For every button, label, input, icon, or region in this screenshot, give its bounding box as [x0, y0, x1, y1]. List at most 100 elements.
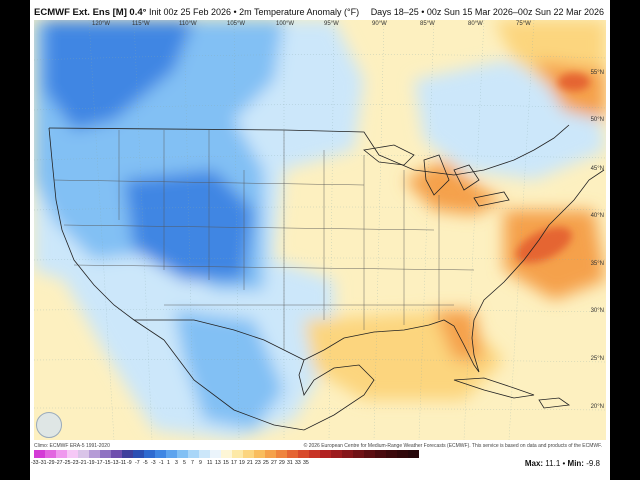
lat-label: 30°N [590, 308, 604, 314]
colorbar-tick: -33 [31, 460, 39, 466]
colorbar-tick: -25 [63, 460, 71, 466]
anomaly-map: 120°W 115°W 110°W 105°W 100°W 95°W 90°W … [34, 20, 606, 440]
colorbar-tick: -23 [71, 460, 79, 466]
lon-label: 110°W [179, 21, 197, 27]
boundaries [48, 124, 605, 431]
colorbar-swatch [188, 450, 199, 458]
colorbar-swatch [320, 450, 331, 458]
colorbar-tick: -3 [151, 460, 156, 466]
colorbar-swatch [265, 450, 276, 458]
max-label: Max: [524, 459, 544, 468]
colorbar-tick: -21 [79, 460, 87, 466]
lon-label: 95°W [324, 21, 339, 27]
min-label: Min: [567, 459, 584, 468]
lon-label: 90°W [372, 21, 387, 27]
lon-label: 105°W [227, 21, 246, 27]
colorbar-swatch [133, 450, 144, 458]
colorbar-swatch [408, 450, 419, 458]
colorbar-tick: 17 [231, 460, 237, 466]
colorbar-swatch [210, 450, 221, 458]
colorbar-tick: 13 [215, 460, 221, 466]
graticule [34, 20, 606, 440]
lat-label: 40°N [590, 213, 604, 219]
colorbar-tick: 31 [287, 460, 293, 466]
lat-label: 35°N [590, 261, 604, 267]
canada-us-border [48, 124, 570, 176]
mexico-coast [163, 339, 375, 431]
colorbar-swatch [276, 450, 287, 458]
lon-label: 80°W [468, 21, 483, 27]
colorbar-tick: 23 [255, 460, 261, 466]
colorbar-swatch [375, 450, 386, 458]
header-left: ECMWF Ext. Ens [M] 0.4° Init 00z 25 Feb … [34, 7, 360, 18]
hot-anomaly-maritimes [558, 73, 590, 91]
map-panel: ECMWF Ext. Ens [M] 0.4° Init 00z 25 Feb … [30, 0, 610, 480]
lon-label: 100°W [276, 21, 295, 27]
colorbar-tick: -11 [119, 460, 127, 466]
us-mexico-border [134, 319, 305, 361]
hispaniola [538, 397, 571, 409]
colorbar-tick: 9 [199, 460, 202, 466]
colorbar-tick: -9 [127, 460, 132, 466]
max-min: Max: 11.1 • Min: -9.8 [524, 459, 600, 468]
init-time: Init 00z 25 Feb 2026 [148, 7, 231, 17]
lon-label: 120°W [92, 21, 111, 27]
colorbar-tick: 35 [303, 460, 309, 466]
cuba [453, 377, 535, 399]
colorbar-tick: -19 [87, 460, 95, 466]
state-borders [53, 130, 475, 350]
lon-label: 115°W [132, 21, 150, 27]
colorbar-swatch [166, 450, 177, 458]
colorbar-swatch [353, 450, 364, 458]
lat-label: 25°N [590, 356, 604, 362]
colorbar-swatch [386, 450, 397, 458]
lat-label: 50°N [590, 117, 604, 123]
colorbar-swatch [298, 450, 309, 458]
gulf-coast [303, 169, 605, 373]
colorbar-tick: 3 [175, 460, 178, 466]
valid-time: Days 18–25 • 00z Sun 15 Mar 2026–00z Sun… [370, 7, 604, 17]
max-value: 11.1 [545, 459, 561, 468]
colorbar-swatch [100, 450, 111, 458]
colorbar-swatch [45, 450, 56, 458]
colorbar-tick: -1 [159, 460, 164, 466]
colorbar-tick: -27 [55, 460, 63, 466]
colorbar-tick: -29 [47, 460, 55, 466]
colorbar-tick: -31 [39, 460, 47, 466]
warm-anomaly-great-lakes [404, 160, 504, 215]
colorbar-tick: 19 [239, 460, 245, 466]
colorbar-tick: 5 [183, 460, 186, 466]
lat-label: 45°N [590, 166, 604, 172]
colorbar-tick: -15 [103, 460, 111, 466]
colorbar [34, 450, 419, 460]
colorbar-tick: 25 [263, 460, 269, 466]
colorbar-swatch [56, 450, 67, 458]
colorbar-swatch [342, 450, 353, 458]
colorbar-swatch [364, 450, 375, 458]
model-resolution: 0.4° [129, 7, 147, 18]
colorbar-tick: 21 [247, 460, 253, 466]
colorbar-swatch [397, 450, 408, 458]
colorbar-swatch [111, 450, 122, 458]
colorbar-swatch [155, 450, 166, 458]
copyright-note: © 2026 European Centre for Medium-Range … [303, 443, 602, 449]
strong-cold-anomaly-region [44, 20, 194, 130]
colorbar-swatch [67, 450, 78, 458]
colorbar-swatch [232, 450, 243, 458]
colorbar-tick: 29 [279, 460, 285, 466]
colorbar-tick: -13 [111, 460, 119, 466]
map-svg [34, 20, 606, 440]
colorbar-swatch [34, 450, 45, 458]
colorbar-tick: 27 [271, 460, 277, 466]
colorbar-swatch [309, 450, 320, 458]
colorbar-tick: -5 [143, 460, 148, 466]
colorbar-swatch [144, 450, 155, 458]
colorbar-swatch [199, 450, 210, 458]
west-coast [48, 127, 165, 341]
colorbar-swatch [177, 450, 188, 458]
colorbar-swatch [221, 450, 232, 458]
colorbar-tick: 15 [223, 460, 229, 466]
colorbar-swatch [331, 450, 342, 458]
lon-label: 85°W [420, 21, 435, 27]
colorbar-tick: -17 [95, 460, 103, 466]
